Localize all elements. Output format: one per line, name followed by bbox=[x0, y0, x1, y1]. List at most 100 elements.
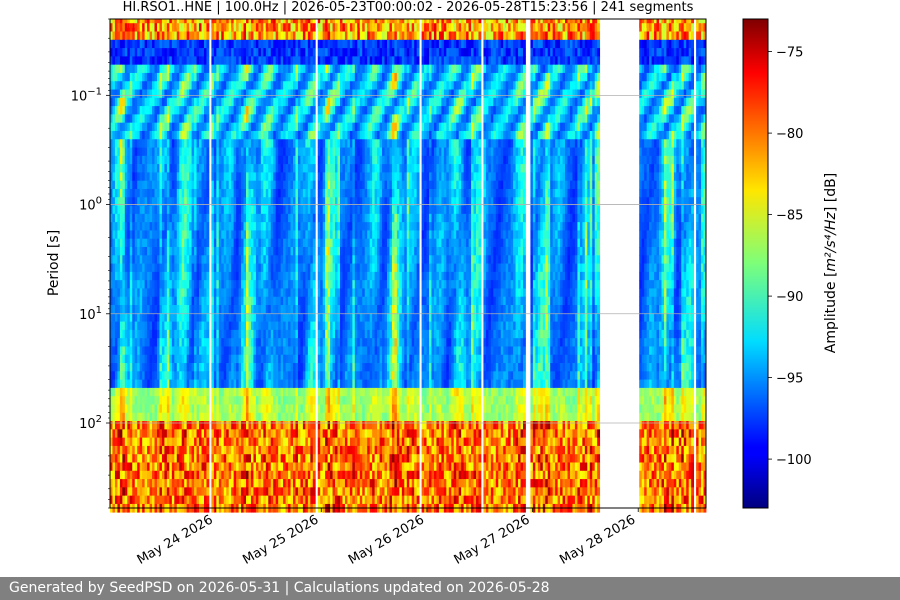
heatmap-cell bbox=[218, 97, 222, 107]
heatmap-cell bbox=[119, 114, 123, 124]
heatmap-cell bbox=[186, 180, 190, 190]
heatmap-cell bbox=[307, 205, 311, 215]
heatmap-cell bbox=[265, 487, 269, 496]
heatmap-cell bbox=[110, 205, 113, 215]
heatmap-cell bbox=[186, 246, 190, 256]
heatmap-cell bbox=[181, 288, 185, 298]
heatmap-cell bbox=[250, 437, 254, 447]
heatmap-cell bbox=[184, 172, 188, 182]
heatmap-cell bbox=[137, 89, 141, 99]
heatmap-cell bbox=[176, 230, 180, 240]
heatmap-cell bbox=[176, 106, 180, 115]
heatmap-cell bbox=[297, 197, 301, 206]
heatmap-cell bbox=[179, 396, 183, 405]
heatmap-cell bbox=[297, 437, 301, 447]
heatmap-cell bbox=[179, 188, 183, 198]
heatmap-cell bbox=[189, 329, 193, 339]
heatmap-cell bbox=[236, 205, 239, 215]
heatmap-cell bbox=[233, 97, 237, 107]
heatmap-cell bbox=[122, 421, 126, 430]
heatmap-cell bbox=[117, 164, 121, 173]
heatmap-cell bbox=[169, 255, 173, 264]
heatmap-cell bbox=[280, 371, 284, 380]
heatmap-cell bbox=[216, 130, 220, 140]
heatmap-cell bbox=[161, 230, 165, 240]
heatmap-cell bbox=[295, 130, 299, 140]
heatmap-cell bbox=[199, 23, 202, 32]
heatmap-cell bbox=[226, 296, 230, 306]
heatmap-cell bbox=[154, 387, 158, 397]
heatmap-cell bbox=[228, 263, 232, 273]
heatmap-cell bbox=[233, 31, 237, 41]
heatmap-cell bbox=[275, 296, 279, 306]
heatmap-cell bbox=[250, 230, 254, 240]
heatmap-cell bbox=[243, 114, 247, 124]
heatmap-cell bbox=[181, 188, 185, 198]
heatmap-cell bbox=[312, 31, 316, 41]
heatmap-cell bbox=[199, 81, 202, 90]
heatmap-cell bbox=[280, 271, 284, 281]
heatmap-cell bbox=[317, 139, 321, 148]
heatmap-cell bbox=[273, 346, 277, 356]
heatmap-cell bbox=[290, 321, 294, 331]
heatmap-cell bbox=[189, 321, 193, 331]
heatmap-cell bbox=[285, 313, 289, 322]
heatmap-cell bbox=[260, 155, 264, 165]
heatmap-cell bbox=[285, 321, 289, 331]
heatmap-cell bbox=[285, 354, 289, 364]
heatmap-cell bbox=[263, 329, 267, 339]
heatmap-cell bbox=[176, 321, 180, 331]
heatmap-cell bbox=[258, 354, 262, 364]
heatmap-cell bbox=[275, 106, 279, 115]
heatmap-cell bbox=[312, 280, 316, 289]
heatmap-cell bbox=[201, 172, 205, 182]
heatmap-cell bbox=[169, 329, 173, 339]
heatmap-cell bbox=[142, 371, 146, 380]
heatmap-cell bbox=[273, 72, 277, 82]
heatmap-cell bbox=[129, 280, 133, 289]
heatmap-cell bbox=[213, 222, 217, 231]
heatmap-cell bbox=[310, 479, 314, 488]
heatmap-cell bbox=[144, 213, 148, 223]
heatmap-cell bbox=[297, 354, 301, 364]
heatmap-cell bbox=[233, 371, 237, 380]
heatmap-cell bbox=[134, 329, 138, 339]
heatmap-cell bbox=[114, 354, 118, 364]
heatmap-cell bbox=[317, 197, 321, 206]
heatmap-cell bbox=[290, 172, 294, 182]
heatmap-cell bbox=[307, 421, 311, 430]
heatmap-cell bbox=[203, 271, 207, 281]
heatmap-cell bbox=[201, 495, 205, 505]
heatmap-cell bbox=[169, 313, 173, 322]
heatmap-cell bbox=[228, 470, 232, 480]
heatmap-cell bbox=[223, 213, 227, 223]
heatmap-cell bbox=[203, 255, 207, 264]
heatmap-cell bbox=[211, 462, 215, 472]
heatmap-cell bbox=[196, 305, 200, 314]
heatmap-cell bbox=[270, 89, 274, 99]
heatmap-cell bbox=[171, 354, 175, 364]
heatmap-cell bbox=[221, 147, 225, 157]
heatmap-cell bbox=[268, 72, 272, 82]
heatmap-cell bbox=[246, 305, 249, 314]
heatmap-cell bbox=[203, 130, 207, 140]
heatmap-cell bbox=[241, 371, 244, 380]
heatmap-cell bbox=[265, 445, 269, 455]
heatmap-cell bbox=[290, 454, 294, 463]
heatmap-cell bbox=[223, 172, 227, 182]
heatmap-cell bbox=[243, 205, 247, 215]
heatmap-cell bbox=[300, 188, 304, 198]
heatmap-cell bbox=[310, 462, 314, 472]
heatmap-cell bbox=[159, 164, 163, 173]
heatmap-cell bbox=[285, 329, 289, 339]
heatmap-cell bbox=[119, 396, 123, 405]
heatmap-cell bbox=[285, 371, 289, 380]
heatmap-cell bbox=[297, 429, 301, 438]
heatmap-cell bbox=[149, 23, 153, 32]
heatmap-cell bbox=[223, 114, 227, 124]
heatmap-cell bbox=[132, 230, 136, 240]
heatmap-cell bbox=[302, 155, 306, 165]
heatmap-cell bbox=[250, 487, 254, 496]
heatmap-cell bbox=[223, 321, 227, 331]
heatmap-cell bbox=[176, 338, 180, 347]
